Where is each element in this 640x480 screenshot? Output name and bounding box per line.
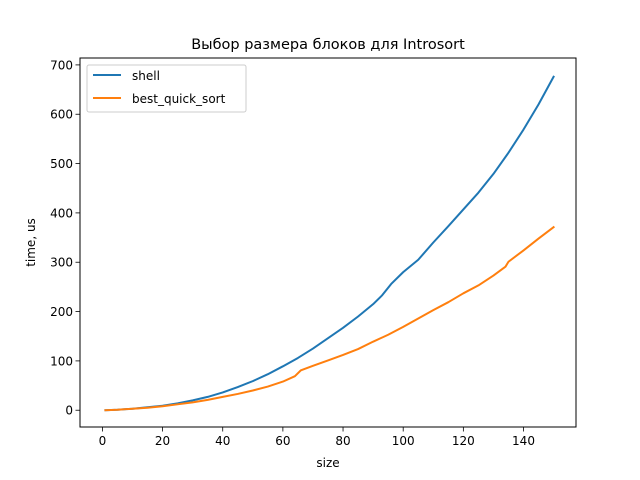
y-tick-label: 600 bbox=[50, 108, 73, 122]
chart-title: Выбор размера блоков для Introsort bbox=[191, 37, 465, 53]
legend-label-shell: shell bbox=[132, 69, 160, 83]
plot-frame bbox=[79, 57, 577, 428]
y-tick-label: 300 bbox=[50, 256, 73, 270]
y-axis-label: time, us bbox=[24, 218, 38, 267]
legend-label-best-quick-sort: best_quick_sort bbox=[132, 92, 226, 106]
x-tick-label: 80 bbox=[335, 434, 350, 448]
series-line-best-quick-sort bbox=[104, 225, 555, 412]
y-tick-label: 400 bbox=[50, 206, 73, 220]
legend: shell best_quick_sort bbox=[86, 64, 247, 113]
x-tick-label: 40 bbox=[215, 434, 230, 448]
x-tick-label: 140 bbox=[512, 434, 535, 448]
x-tick-label: 0 bbox=[99, 434, 107, 448]
x-tick-label: 60 bbox=[275, 434, 290, 448]
legend-box bbox=[86, 64, 247, 113]
plot-area: 0 20 40 60 80 100 120 140 0 100 200 300 400 500 600 700 bbox=[50, 58, 555, 448]
x-tick-label: 20 bbox=[155, 434, 170, 448]
x-tick-label: 100 bbox=[392, 434, 415, 448]
x-axis-label: size bbox=[316, 456, 339, 470]
y-tick-label: 100 bbox=[50, 354, 73, 368]
series-line-shell bbox=[104, 75, 555, 412]
y-tick-label: 200 bbox=[50, 305, 73, 319]
y-tick-label: 500 bbox=[50, 157, 73, 171]
x-tick-label: 120 bbox=[452, 434, 475, 448]
y-tick-label: 0 bbox=[65, 404, 73, 418]
y-tick-label: 700 bbox=[50, 58, 73, 72]
